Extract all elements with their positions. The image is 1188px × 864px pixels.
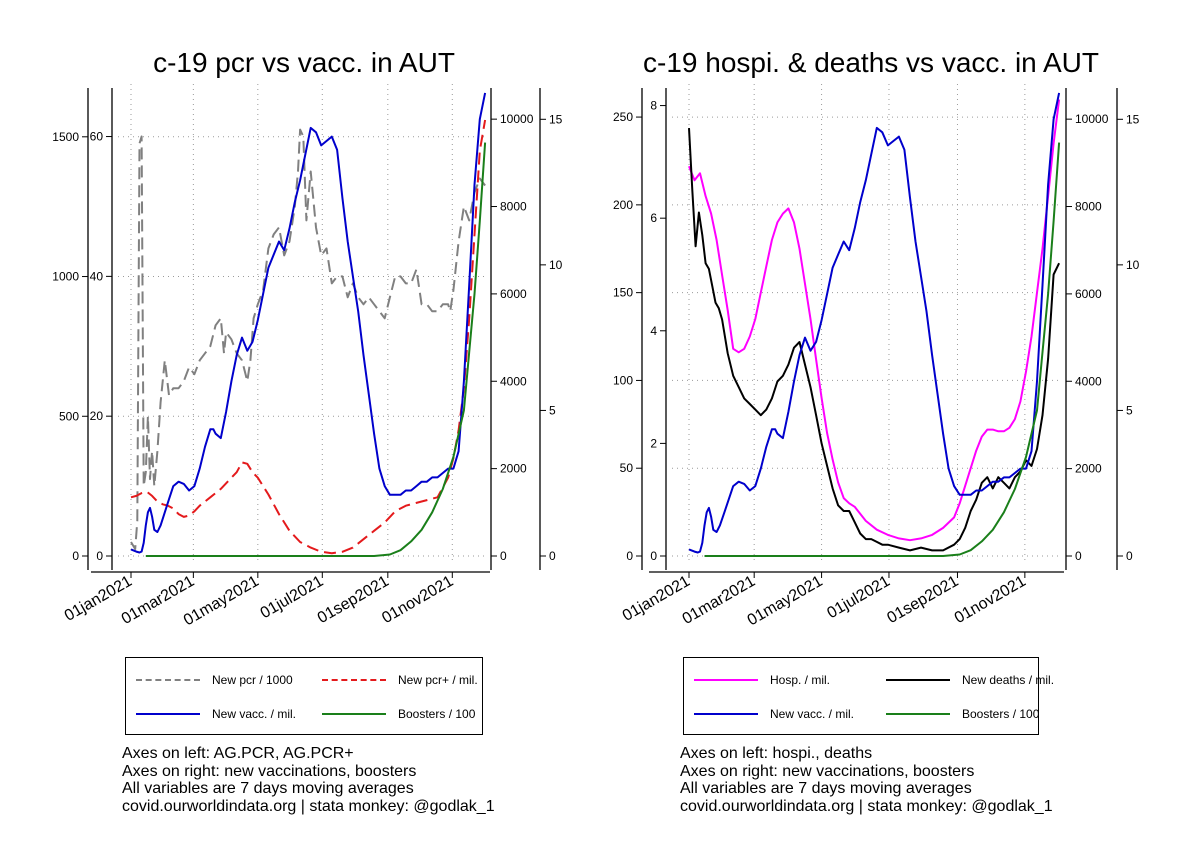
y-tick-label: 150: [613, 286, 633, 300]
y-tick-label: 10000: [500, 112, 534, 126]
y-tick-label: 0: [500, 549, 507, 563]
chart-panel-pcr: c-19 pcr vs vacc. in AUT 0 500 1000 1500 0 20 4…: [52, 47, 563, 815]
legend-swatch: [322, 713, 386, 715]
y-tick-label: 100: [613, 373, 633, 387]
y-tick-label: 1000: [52, 270, 79, 284]
series-line-new-vacc-mil: [130, 92, 487, 554]
y-tick-label: 10: [1126, 258, 1140, 272]
note-line: Axes on left: AG.PCR, AG.PCR+: [122, 745, 354, 762]
legend-label: New pcr / 1000: [212, 673, 293, 687]
legend-pcr: New pcr / 1000 New pcr+ / mil. New vacc.…: [125, 657, 483, 735]
chart-title: c-19 pcr vs vacc. in AUT: [153, 47, 455, 78]
y-tick-label: 6000: [1075, 287, 1102, 301]
legend-label: Hosp. / mil.: [770, 673, 831, 687]
note-line: covid.ourworldindata.org | stata monkey:…: [122, 797, 495, 815]
y-tick-label: 20: [90, 409, 104, 423]
legend-swatch: [694, 679, 758, 681]
y-tick-label: 10: [549, 258, 563, 272]
y-tick-label: 0: [72, 549, 79, 563]
y-tick-label: 8000: [500, 200, 527, 214]
note-line: Axes on right: new vaccinations, booster…: [122, 762, 417, 780]
legend-swatch: [886, 713, 950, 715]
chart-svg-hospi: c-19 hospi. & deaths vs vacc. in AUT0501…: [613, 47, 1140, 630]
legend-label: New vacc. / mil.: [212, 707, 297, 721]
y-tick-label: 0: [1075, 549, 1082, 563]
y-tick-label: 0: [549, 549, 556, 563]
x-tick-label: 01sep2021: [315, 573, 392, 627]
y-tick-label: 8: [650, 99, 657, 113]
chart-notes-pcr: Axes on left: AG.PCR, AG.PCR+ Axes on ri…: [122, 745, 495, 815]
x-tick-label: 01sep2021: [884, 573, 961, 627]
y-tick-label: 200: [613, 198, 633, 212]
y-tick-label: 2000: [500, 462, 527, 476]
y-tick-label: 6: [650, 211, 657, 225]
x-tick-label: 01may2021: [745, 573, 826, 630]
legend-swatch: [886, 679, 950, 681]
y-tick-label: 5: [549, 403, 556, 417]
y-tick-label: 6000: [500, 287, 527, 301]
legend-item: Hosp. / mil.: [694, 670, 830, 690]
series-line-new-deaths-mil: [688, 128, 1060, 552]
chart-notes-hospi: Axes on left: hospi., deaths Axes on rig…: [680, 745, 1053, 815]
legend-item: Boosters / 100: [322, 704, 475, 724]
note-line: All variables are 7 days moving averages: [680, 780, 972, 797]
legend-item: New vacc. / mil.: [136, 704, 296, 724]
series-line-new-pcr-mil: [130, 119, 487, 555]
y-tick-label: 0: [96, 549, 103, 563]
series-line-boosters-100: [145, 142, 487, 557]
x-tick-label: 01jul2021: [824, 573, 893, 622]
series-line-hosp-mil: [688, 99, 1061, 542]
legend-swatch: [322, 679, 386, 681]
chart-svg-pcr: c-19 pcr vs vacc. in AUT0500100015000204…: [52, 47, 563, 629]
note-line: All variables are 7 days moving averages: [122, 780, 414, 797]
y-tick-label: 15: [549, 112, 563, 126]
note-line: covid.ourworldindata.org | stata monkey:…: [680, 797, 1053, 815]
y-tick-label: 0: [650, 549, 657, 563]
y-tick-label: 0: [626, 549, 633, 563]
y-tick-label: 0: [1126, 549, 1133, 563]
y-tick-label: 4000: [1075, 374, 1102, 388]
legend-label: New deaths / mil.: [962, 673, 1055, 687]
note-line: Axes on left: hospi., deaths: [680, 745, 873, 762]
y-tick-label: 60: [90, 130, 104, 144]
legend-item: New pcr+ / mil.: [322, 670, 478, 690]
y-tick-label: 50: [620, 461, 634, 475]
legend-hospi: Hosp. / mil. New deaths / mil. New vacc.…: [683, 657, 1054, 735]
y-tick-label: 40: [90, 269, 104, 283]
legend-item: Boosters / 100: [886, 704, 1039, 724]
legend-swatch: [694, 713, 758, 715]
y-tick-label: 10000: [1075, 112, 1109, 126]
x-tick-label: 01nov2021: [952, 573, 1029, 627]
legend-item: New pcr / 1000: [136, 670, 293, 690]
y-tick-label: 4000: [500, 374, 527, 388]
legend-label: New vacc. / mil.: [770, 707, 855, 721]
x-tick-label: 01nov2021: [379, 573, 456, 627]
y-tick-label: 4: [650, 324, 657, 338]
chart-title: c-19 hospi. & deaths vs vacc. in AUT: [643, 47, 1099, 78]
y-tick-label: 5: [1126, 403, 1133, 417]
chart-panel-hospi: c-19 hospi. & deaths vs vacc. in AUT 0 50 1…: [554, 0, 1148, 864]
y-tick-label: 2000: [1075, 462, 1102, 476]
series-line-new-pcr-1000: [130, 128, 486, 550]
y-tick-label: 15: [1126, 112, 1140, 126]
legend-label: New pcr+ / mil.: [398, 673, 478, 687]
series-line-boosters-100: [704, 142, 1061, 557]
legend-item: New deaths / mil.: [886, 670, 1054, 690]
series-line-new-vacc-mil: [688, 92, 1061, 554]
y-tick-label: 8000: [1075, 200, 1102, 214]
y-tick-label: 2: [650, 436, 657, 450]
legend-label: Boosters / 100: [398, 707, 476, 721]
legend-label: Boosters / 100: [962, 707, 1040, 721]
y-tick-label: 1500: [52, 130, 79, 144]
legend-swatch: [136, 679, 200, 681]
legend-item: New vacc. / mil.: [694, 704, 854, 724]
y-tick-label: 250: [613, 110, 633, 124]
legend-swatch: [136, 713, 200, 715]
y-tick-label: 500: [59, 409, 79, 423]
note-line: Axes on right: new vaccinations, booster…: [680, 762, 975, 780]
